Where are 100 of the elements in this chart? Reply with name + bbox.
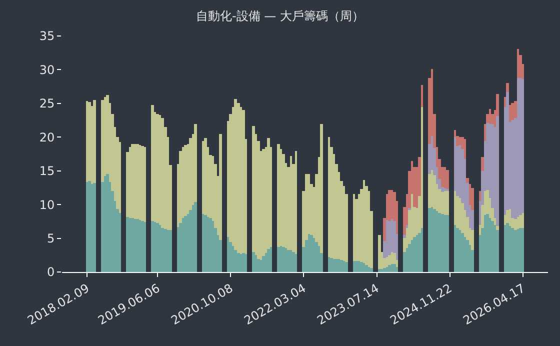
bar bbox=[393, 264, 396, 272]
bar bbox=[496, 116, 499, 226]
bar bbox=[295, 254, 297, 272]
bar bbox=[446, 170, 449, 189]
bar bbox=[486, 190, 489, 214]
bar bbox=[86, 101, 88, 182]
bar bbox=[411, 194, 413, 240]
bar bbox=[151, 221, 154, 272]
bar bbox=[471, 188, 474, 210]
bar bbox=[511, 103, 514, 120]
bar bbox=[464, 139, 466, 159]
bar bbox=[383, 268, 386, 272]
bar bbox=[496, 226, 499, 230]
bar bbox=[509, 105, 511, 122]
bar bbox=[489, 109, 491, 124]
bar bbox=[245, 254, 247, 272]
bar bbox=[517, 78, 519, 217]
bar bbox=[151, 105, 154, 221]
bar bbox=[391, 252, 393, 264]
bar bbox=[126, 217, 129, 272]
bar bbox=[365, 265, 368, 272]
bar bbox=[262, 256, 265, 272]
bar bbox=[368, 267, 370, 272]
bar bbox=[370, 268, 373, 272]
bar bbox=[295, 151, 297, 254]
bar bbox=[353, 261, 355, 272]
bar bbox=[428, 208, 431, 272]
bar bbox=[506, 210, 509, 223]
bar bbox=[386, 220, 388, 257]
bar bbox=[328, 137, 330, 257]
bar bbox=[328, 257, 330, 272]
bar bbox=[504, 225, 506, 272]
bar bbox=[522, 79, 524, 213]
bar bbox=[517, 49, 519, 78]
bar bbox=[504, 97, 506, 107]
y-tick-label: 30 bbox=[39, 62, 55, 77]
y-tick-label: 15 bbox=[39, 164, 55, 178]
bar bbox=[353, 194, 355, 261]
bar bbox=[320, 124, 323, 253]
bar bbox=[514, 101, 517, 118]
bar bbox=[459, 137, 461, 145]
bar bbox=[202, 214, 204, 272]
bar bbox=[144, 222, 146, 272]
bar bbox=[506, 83, 509, 92]
bar bbox=[177, 227, 179, 272]
bar bbox=[252, 252, 255, 272]
bar bbox=[270, 247, 272, 272]
bar bbox=[255, 255, 257, 272]
bar bbox=[345, 262, 348, 272]
bar bbox=[388, 265, 391, 272]
y-tick-label: 25 bbox=[39, 96, 55, 111]
bar bbox=[459, 198, 461, 230]
bar bbox=[444, 188, 446, 191]
bar bbox=[484, 124, 486, 141]
bar bbox=[446, 215, 449, 272]
bar bbox=[479, 191, 481, 201]
bar bbox=[471, 230, 474, 250]
bar bbox=[522, 213, 524, 228]
bar bbox=[169, 230, 172, 272]
bar bbox=[119, 213, 121, 272]
bar bbox=[86, 182, 88, 272]
bar bbox=[219, 134, 222, 240]
bar bbox=[519, 215, 522, 228]
bar bbox=[517, 217, 519, 229]
y-tick-label: 5 bbox=[46, 231, 55, 246]
bar bbox=[277, 247, 280, 272]
bar bbox=[481, 157, 484, 171]
bar bbox=[277, 144, 280, 247]
bar bbox=[406, 225, 408, 228]
bar bbox=[93, 183, 96, 272]
bar bbox=[396, 267, 398, 272]
bar bbox=[454, 225, 456, 272]
bar bbox=[514, 219, 517, 230]
bar bbox=[194, 202, 197, 272]
bar bbox=[466, 178, 469, 183]
bar bbox=[393, 253, 396, 264]
bar bbox=[428, 174, 431, 208]
y-tick-label: 20 bbox=[39, 130, 55, 144]
bar bbox=[252, 126, 255, 252]
chart-title: 自動化-設備 — 大戶籌碼（周） bbox=[196, 8, 364, 23]
bar bbox=[386, 257, 388, 267]
bar bbox=[522, 228, 524, 272]
bar bbox=[378, 235, 381, 269]
bar bbox=[509, 209, 511, 226]
y-tick-label: 0 bbox=[46, 265, 55, 280]
bar bbox=[446, 191, 449, 215]
bar bbox=[421, 85, 423, 107]
bar bbox=[93, 100, 96, 183]
bar bbox=[179, 151, 182, 223]
bar bbox=[454, 191, 456, 225]
bar bbox=[318, 246, 320, 272]
bar bbox=[386, 267, 388, 272]
bar bbox=[421, 228, 423, 272]
bar bbox=[194, 124, 197, 202]
bar bbox=[227, 237, 229, 272]
bar bbox=[202, 141, 204, 214]
bar bbox=[403, 252, 406, 272]
bar bbox=[144, 147, 146, 222]
bar bbox=[101, 100, 104, 182]
y-tick-label: 10 bbox=[39, 198, 55, 212]
